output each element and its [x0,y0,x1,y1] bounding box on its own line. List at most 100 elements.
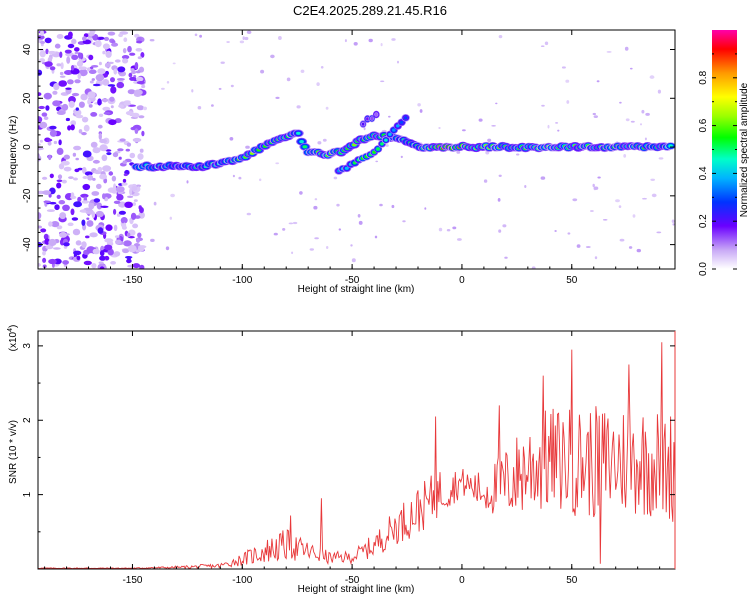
noise-blob [115,239,122,245]
noise-blob [54,204,60,211]
noise-blob [292,221,298,225]
noise-blob [593,115,598,118]
noise-blob [140,52,145,58]
noise-blob [592,112,596,116]
y-tick-label: 2 [22,417,33,423]
noise-blob [123,173,128,177]
noise-blob [67,43,75,49]
noise-blob [68,31,73,38]
noise-blob [456,150,461,154]
noise-blob [657,89,662,94]
ridge-mark [302,145,308,149]
noise-blob [56,182,62,189]
noise-blob [333,176,338,180]
noise-blob [71,54,79,60]
noise-blob [123,37,128,42]
noise-blob [53,247,61,250]
noise-blob [400,155,403,159]
noise-blob [67,125,72,131]
x-tick-label: -150 [122,275,142,286]
noise-blob [123,101,132,106]
noise-blob [650,178,655,181]
noise-blob [391,38,396,41]
noise-blob [81,241,87,249]
noise-blob [122,160,128,164]
noise-blob [110,86,117,94]
noise-blob [131,186,138,191]
noise-blob [136,105,144,111]
noise-blob [43,92,52,100]
noise-blob [113,183,117,191]
noise-blob [618,205,622,209]
noise-blob [438,127,441,129]
noise-blob [137,232,142,238]
noise-blob [566,100,570,104]
noise-blob [350,244,353,247]
noise-blob [97,68,106,75]
noise-blob [424,207,427,210]
noise-blob [590,210,594,212]
noise-blob [125,148,130,152]
noise-blob [97,98,102,106]
noise-blob [291,251,294,255]
spectrogram-y-label: Frequency (Hz) [8,116,19,185]
noise-blob [82,183,91,191]
noise-blob [122,178,127,183]
noise-blob [103,111,111,115]
noise-blob [561,66,566,69]
noise-blob [136,186,141,192]
noise-blob [117,66,126,73]
noise-blob [98,61,102,66]
noise-blob [544,41,549,46]
noise-blob [54,43,61,49]
ridge-mark [380,142,384,146]
noise-blob [139,148,144,153]
noise-blob [59,51,63,58]
noise-blob [38,143,41,146]
noise-blob [504,256,508,259]
snr-scale-suffix: ) [8,325,19,328]
snr-x-label: Height of straight line (km) [298,584,415,595]
noise-blob [438,227,443,232]
x-tick-label: 0 [459,575,465,586]
snr-marks [38,342,675,569]
noise-blob [118,156,122,160]
spectrogram-marks [38,30,675,269]
noise-blob [166,81,170,84]
snr-scale-prefix: (x10 [8,331,19,351]
noise-blob [417,103,421,107]
noise-blob [380,43,383,47]
noise-blob [61,179,67,184]
noise-blob [288,222,294,225]
noise-blob [102,193,106,200]
noise-blob [73,177,78,181]
noise-blob [129,76,137,81]
noise-blob [495,102,498,105]
noise-blob [49,201,57,205]
noise-blob [126,232,131,238]
y-tick-label: 0 [22,144,33,150]
noise-blob [641,109,645,114]
noise-blob [65,87,72,90]
noise-blob [64,49,72,54]
noise-blob [38,155,42,162]
noise-blob [74,168,80,173]
noise-blob [81,132,87,136]
noise-blob [100,205,109,208]
noise-blob [83,260,92,266]
noise-blob [99,173,107,180]
noise-blob [39,50,46,58]
noise-blob [48,238,57,247]
noise-blob [89,232,98,238]
colorbar-tick-label: 0.0 [698,262,709,276]
noise-blob [629,67,633,70]
noise-blob [585,246,591,248]
noise-blob [336,203,340,207]
noise-blob [446,229,451,232]
noise-blob [230,84,234,88]
noise-blob [82,36,87,41]
noise-blob [270,54,275,59]
colorbar-tick-label: 0.4 [698,166,709,180]
noise-blob [71,92,80,97]
noise-blob [39,121,48,129]
